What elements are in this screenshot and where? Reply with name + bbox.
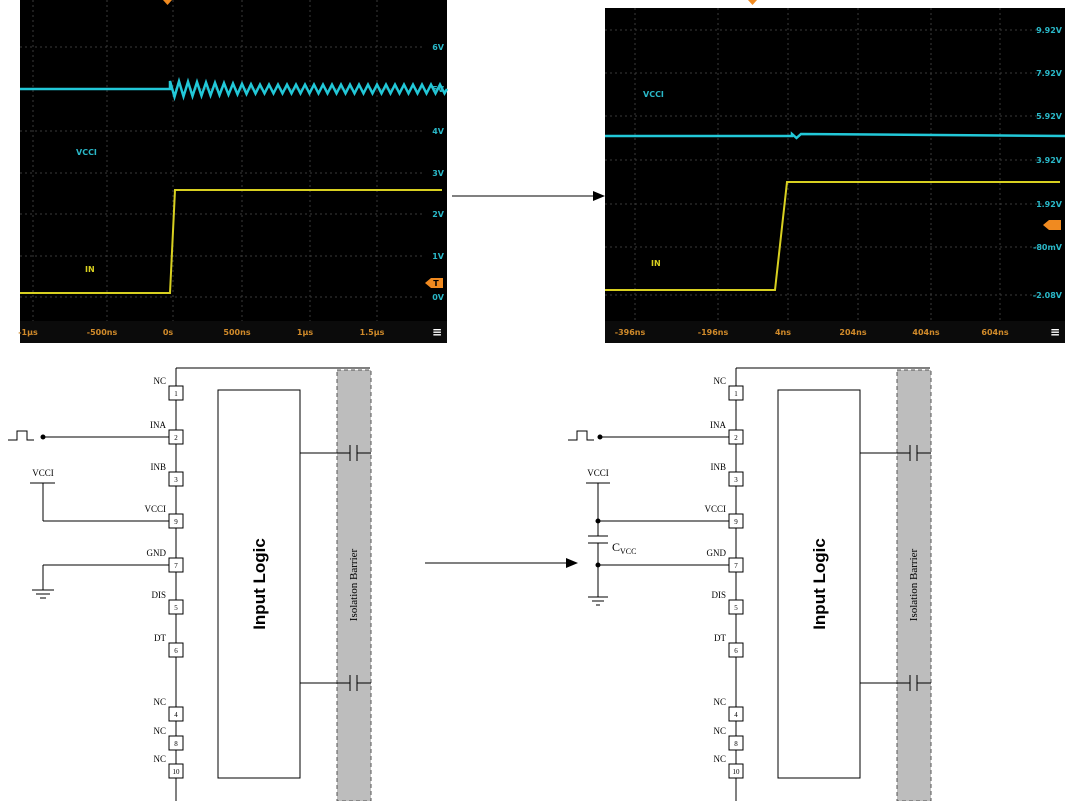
- label: 8: [734, 740, 738, 748]
- schematic: Isolation Barrier Input Logic 1 NC 2 INA 3 INB 9…: [568, 368, 931, 801]
- arrow-head: [593, 191, 605, 201]
- barrier-label: Isolation Barrier: [908, 548, 920, 621]
- label: 7: [734, 562, 738, 570]
- x-axis-label: 604ns: [981, 328, 1008, 337]
- label: VCCI: [587, 468, 609, 478]
- y-axis-label: -80mV: [1033, 243, 1063, 252]
- label: DT: [154, 633, 166, 643]
- label: DT: [714, 633, 726, 643]
- label: GND: [707, 548, 727, 558]
- y-axis-label: 5V: [432, 85, 445, 94]
- label: 10: [173, 768, 181, 776]
- arrow-head: [566, 558, 578, 568]
- y-axis-label: 6V: [432, 43, 445, 52]
- label: 5: [734, 604, 738, 612]
- oscilloscope: 6V 5V 4V 3V 2V 1V 0V -1µs -500ns 0s 500ns 1µs 1.5µs V…: [18, 0, 447, 343]
- node: [596, 519, 600, 523]
- barrier-label: Isolation Barrier: [348, 548, 360, 621]
- label: DIS: [151, 590, 166, 600]
- x-axis-label: -500ns: [87, 328, 118, 337]
- label: 3: [734, 476, 738, 484]
- y-axis-label: 2V: [432, 210, 445, 219]
- oscilloscope: 9.92V 7.92V 5.92V 3.92V 1.92V -80mV -2.08V -396…: [605, 0, 1065, 343]
- x-axis-label: -396ns: [615, 328, 646, 337]
- y-axis-label: 3.92V: [1036, 156, 1063, 165]
- label: NC: [153, 697, 166, 707]
- capacitor-label: CVCC: [612, 540, 636, 556]
- label: 8: [174, 740, 178, 748]
- label: 1: [734, 390, 738, 398]
- x-axis-label: 500ns: [223, 328, 250, 337]
- y-axis-label: 4V: [432, 127, 445, 136]
- logic-label: Input Logic: [810, 538, 829, 630]
- label: 4: [734, 711, 738, 719]
- label: 2: [734, 434, 738, 442]
- label: NC: [713, 697, 726, 707]
- y-axis-label: 7.92V: [1036, 69, 1063, 78]
- label: NC: [713, 754, 726, 764]
- label: INA: [710, 420, 726, 430]
- x-axis-label: 404ns: [912, 328, 939, 337]
- label: NC: [153, 726, 166, 736]
- label: INB: [711, 462, 727, 472]
- y-axis-label: -2.08V: [1033, 291, 1063, 300]
- y-axis-label: 5.92V: [1036, 112, 1063, 121]
- label: DIS: [711, 590, 726, 600]
- label: 6: [174, 647, 178, 655]
- capacitor-subscript: VCC: [620, 547, 636, 556]
- label: VCCI: [144, 504, 166, 514]
- channel-label: IN: [85, 265, 95, 274]
- label: NC: [153, 754, 166, 764]
- y-axis-label: 0V: [432, 293, 445, 302]
- node: [596, 563, 600, 567]
- scope-screen: [605, 8, 1065, 343]
- menu-icon: ≡: [432, 325, 442, 339]
- label: 9: [734, 518, 738, 526]
- pulse-symbol: [568, 431, 594, 440]
- x-axis-label: 1µs: [297, 328, 313, 337]
- x-axis-label: 1.5µs: [360, 328, 385, 337]
- label: VCCI: [704, 504, 726, 514]
- label: NC: [713, 726, 726, 736]
- logic-label: Input Logic: [250, 538, 269, 630]
- channel-label: VCCI: [643, 90, 664, 99]
- pulse-symbol: [8, 431, 34, 440]
- label: INB: [151, 462, 167, 472]
- x-axis-label: 204ns: [839, 328, 866, 337]
- label: 3: [174, 476, 178, 484]
- x-axis-label: -196ns: [698, 328, 729, 337]
- channel-label: VCCI: [76, 148, 97, 157]
- label: 2: [174, 434, 178, 442]
- label: 6: [734, 647, 738, 655]
- x-axis-label: 4ns: [775, 328, 791, 337]
- label: 9: [174, 518, 178, 526]
- figure: 6V 5V 4V 3V 2V 1V 0V -1µs -500ns 0s 500ns 1µs 1.5µs V…: [0, 0, 1065, 801]
- label: 1: [174, 390, 178, 398]
- trigger-position: [748, 0, 757, 5]
- menu-icon: ≡: [1050, 325, 1060, 339]
- y-axis-label: 1.92V: [1036, 200, 1063, 209]
- label: NC: [153, 376, 166, 386]
- label: NC: [713, 376, 726, 386]
- schematic: Isolation Barrier Input Logic 1 NC 2 INA 3 INB 9…: [8, 368, 371, 801]
- x-axis-label: -1µs: [18, 328, 38, 337]
- y-axis-label: 3V: [432, 169, 445, 178]
- label: 7: [174, 562, 178, 570]
- channel-label: IN: [651, 259, 661, 268]
- y-axis-label: 9.92V: [1036, 26, 1063, 35]
- scope-screen: [20, 0, 447, 343]
- y-axis-label: 1V: [432, 252, 445, 261]
- label: GND: [147, 548, 167, 558]
- label: 4: [174, 711, 178, 719]
- x-axis-label: 0s: [163, 328, 174, 337]
- label: INA: [150, 420, 166, 430]
- label: 10: [733, 768, 741, 776]
- trigger-label: T: [433, 279, 439, 288]
- label: 5: [174, 604, 178, 612]
- label: VCCI: [32, 468, 54, 478]
